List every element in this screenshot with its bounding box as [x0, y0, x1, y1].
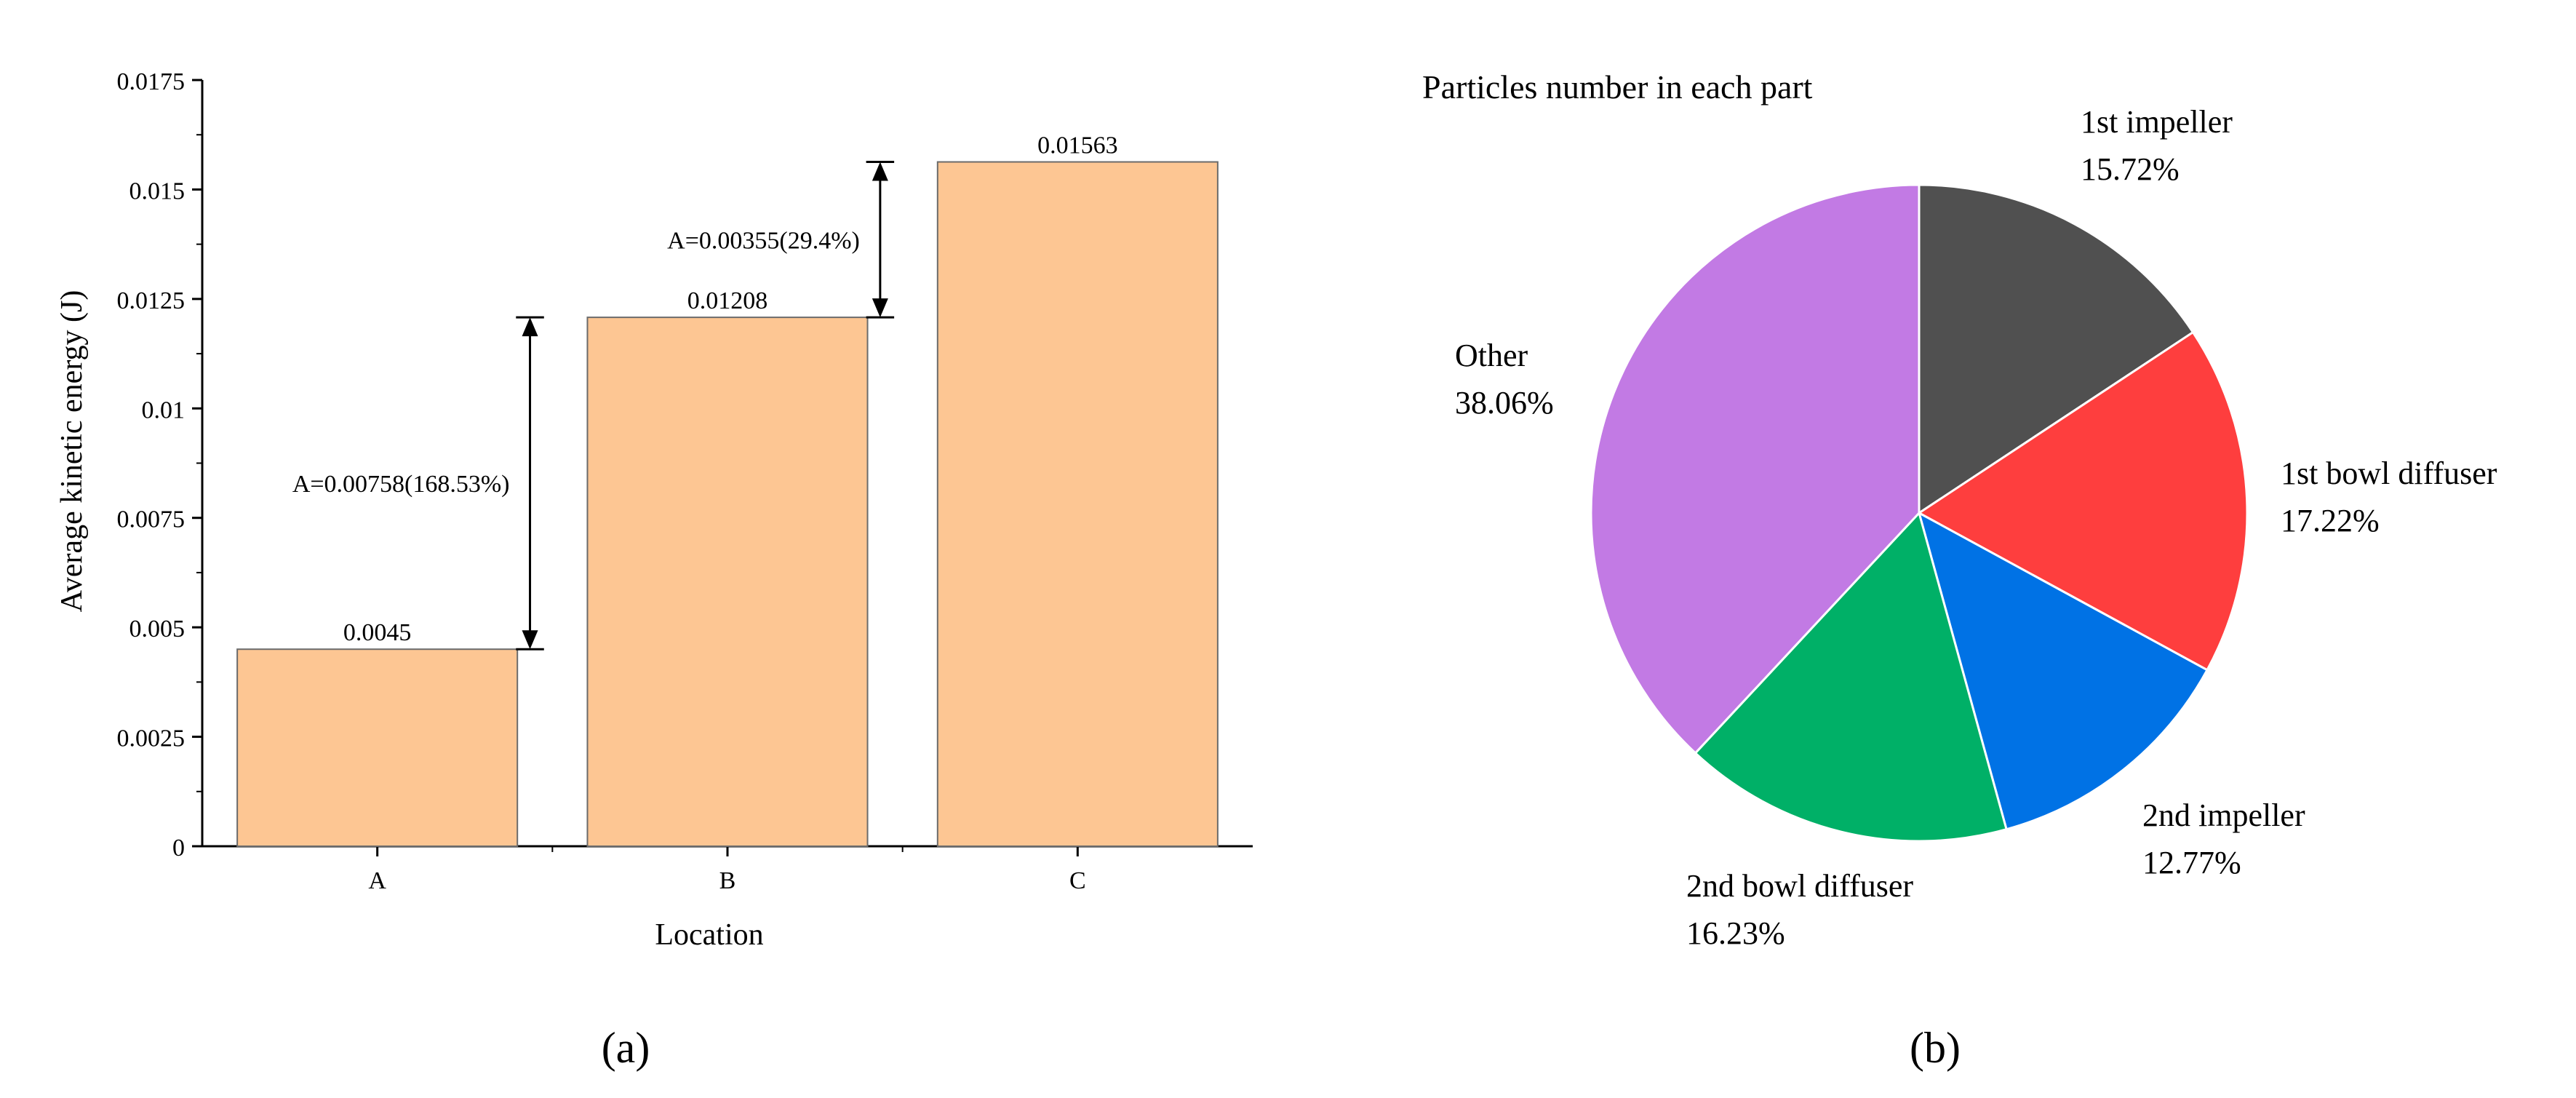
pie-slice-2nd-impeller [1917, 510, 2209, 831]
y-tick-label: 0.015 [129, 178, 186, 204]
pie-slice-percent-label: 38.06% [1455, 385, 1554, 421]
x-axis-ticks: A B C [368, 846, 1086, 894]
bar-a [236, 648, 519, 847]
bar-value-label: 0.0045 [343, 619, 412, 646]
y-tick-label: 0.01 [142, 397, 186, 423]
pie-slice-name-label: 2nd bowl diffuser [1686, 868, 1913, 904]
pie-slice-name-label: 1st bowl diffuser [2281, 455, 2497, 491]
y-tick-label: 0.0075 [117, 506, 186, 533]
bar-value-label: 0.01563 [1037, 132, 1118, 159]
panel-label-a: (a) [602, 1024, 650, 1072]
pie-labels: 1st impeller 15.72% 1st bowl diffuser 17.22… [1455, 104, 2497, 951]
bar-value-label: 0.01208 [687, 287, 768, 314]
pie-chart-panel: Particles number in each part 1st impell… [1422, 68, 2497, 1072]
bar-series: 0.0045 0.01208 0.01563 [236, 132, 1219, 847]
annotation-arrowhead-up [522, 317, 538, 337]
difference-annotations: A=0.00758(168.53%) A=0.00355(29.4%) [292, 161, 895, 651]
pie-slice-percent-label: 15.72% [2081, 151, 2180, 187]
pie-slice-percent-label: 17.22% [2281, 503, 2380, 538]
pie-slice-name-label: 1st impeller [2081, 104, 2233, 140]
annotation-arrowhead-down [522, 630, 538, 650]
y-axis-label: Average kinetic energy (J) [55, 290, 89, 613]
annotation-arrowhead-up [872, 162, 888, 181]
y-tick-label: 0.0175 [117, 68, 186, 95]
pie-slice-1st-impeller [1918, 183, 2195, 515]
pie-slice-other [1590, 183, 1921, 755]
pie-slice-name-label: 2nd impeller [2142, 797, 2305, 833]
pie-title: Particles number in each part [1422, 68, 1813, 106]
y-tick-label: 0.005 [129, 616, 186, 643]
panel-label-b: (b) [1910, 1024, 1961, 1072]
bar-chart-panel: 00.00250.0050.00750.010.01250.0150.0175 … [55, 68, 1253, 1072]
annotation-arrowhead-down [872, 298, 888, 318]
annotation-label: A=0.00758(168.53%) [292, 471, 510, 498]
bar-c [936, 161, 1219, 847]
pie-slice-percent-label: 12.77% [2142, 845, 2241, 880]
x-tick-label: B [719, 867, 736, 894]
pie-slices [1590, 183, 2249, 843]
pie-slice-percent-label: 16.23% [1686, 915, 1785, 951]
y-tick-label: 0.0125 [117, 287, 186, 314]
x-axis-label: Location [655, 918, 763, 952]
x-tick-label: A [368, 867, 386, 894]
y-tick-label: 0 [172, 835, 185, 862]
pie-slice-2nd-bowl-diffuser [1694, 511, 2008, 843]
annotation-label: A=0.00355(29.4%) [667, 227, 860, 254]
x-tick-label: C [1069, 867, 1086, 894]
bar-b [586, 317, 869, 847]
y-tick-label: 0.0025 [117, 725, 186, 752]
pie-slice-1st-bowl-diffuser [1917, 330, 2249, 672]
y-axis-ticks: 0 0.0025 0.005 0.0075 0.01 0.0125 0.015 0.0175 [117, 68, 202, 862]
pie-slice-name-label: Other [1455, 338, 1528, 373]
